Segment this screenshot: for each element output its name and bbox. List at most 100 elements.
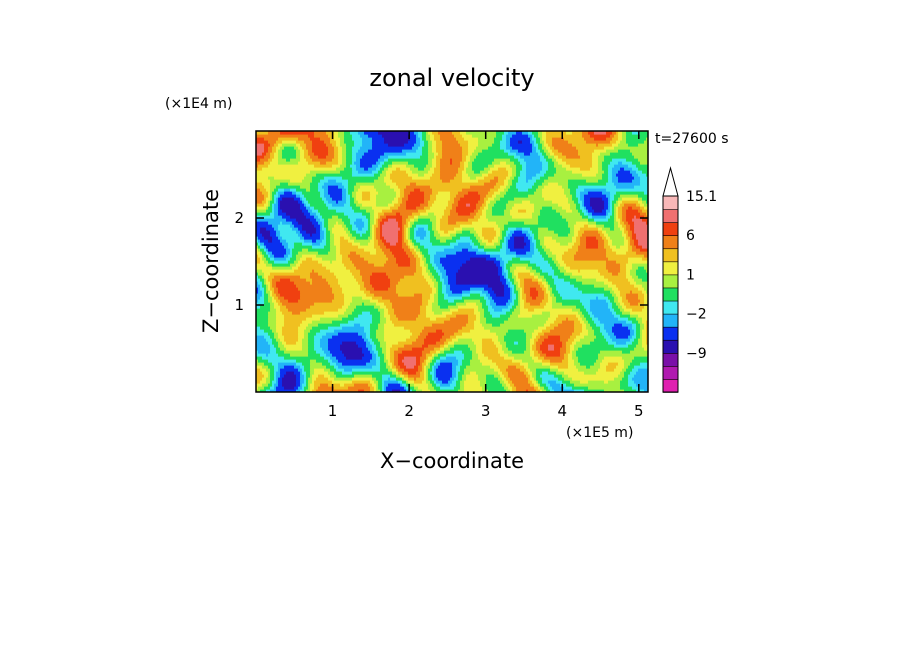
- heatmap-cell: [520, 311, 543, 315]
- heatmap-cell: [270, 305, 275, 309]
- heatmap-cell: [574, 329, 583, 333]
- heatmap-cell: [302, 227, 317, 231]
- heatmap-cell: [344, 368, 353, 372]
- heatmap-cell: [422, 344, 429, 348]
- heatmap-cell: [624, 302, 631, 306]
- heatmap-cell: [470, 236, 477, 240]
- heatmap-cell: [524, 236, 529, 240]
- heatmap-cell: [464, 371, 471, 375]
- heatmap-cell: [468, 149, 475, 153]
- heatmap-cell: [490, 200, 497, 204]
- heatmap-cell: [540, 302, 547, 306]
- heatmap-cell: [520, 293, 523, 297]
- heatmap-cell: [408, 224, 411, 228]
- heatmap-cell: [644, 266, 648, 270]
- heatmap-cell: [630, 371, 637, 375]
- heatmap-cell: [574, 344, 583, 348]
- heatmap-cell: [290, 215, 307, 219]
- heatmap-cell: [518, 209, 527, 213]
- heatmap-cell: [302, 344, 309, 348]
- heatmap-cell: [498, 347, 503, 351]
- heatmap-cell: [544, 173, 555, 177]
- heatmap-cell: [372, 344, 377, 348]
- heatmap-cell: [264, 194, 269, 198]
- heatmap-cell: [378, 224, 381, 228]
- heatmap-cell: [538, 386, 541, 390]
- heatmap-cell: [400, 227, 403, 231]
- heatmap-cell: [592, 161, 599, 165]
- heatmap-cell: [372, 164, 379, 168]
- heatmap-cell: [464, 164, 469, 168]
- heatmap-cell: [526, 335, 533, 339]
- heatmap-cell: [422, 299, 429, 303]
- heatmap-cell: [372, 140, 385, 144]
- heatmap-cell: [384, 359, 389, 363]
- heatmap-cell: [276, 386, 285, 390]
- heatmap-cell: [328, 347, 341, 351]
- heatmap-cell: [262, 191, 269, 195]
- heatmap-cell: [336, 374, 355, 378]
- heatmap-cell: [408, 194, 425, 198]
- heatmap-cell: [352, 296, 363, 300]
- heatmap-cell: [358, 344, 367, 348]
- heatmap-cell: [506, 281, 511, 285]
- heatmap-cell: [402, 239, 405, 243]
- heatmap-cell: [358, 170, 373, 174]
- heatmap-cell: [264, 242, 283, 246]
- heatmap-cell: [592, 317, 599, 321]
- heatmap-cell: [418, 245, 425, 249]
- heatmap-cell: [500, 233, 503, 237]
- heatmap-cell: [640, 335, 643, 339]
- heatmap-cell: [442, 263, 463, 267]
- heatmap-cell: [620, 308, 625, 312]
- heatmap-cell: [640, 362, 648, 366]
- heatmap-cell: [398, 281, 429, 285]
- heatmap-cell: [256, 143, 265, 147]
- heatmap-cell: [326, 242, 331, 246]
- heatmap-cell: [348, 179, 375, 183]
- heatmap-cell: [520, 281, 525, 285]
- heatmap-cell: [268, 365, 275, 369]
- heatmap-cell: [402, 149, 417, 153]
- heatmap-cell: [578, 248, 607, 252]
- heatmap-cell: [270, 380, 273, 384]
- heatmap-cell: [468, 140, 479, 144]
- heatmap-cell: [334, 155, 339, 159]
- heatmap-cell: [536, 380, 539, 384]
- heatmap-cell: [516, 365, 525, 369]
- heatmap-cell: [376, 344, 381, 348]
- heatmap-cell: [264, 281, 267, 285]
- heatmap-cell: [450, 197, 455, 201]
- heatmap-cell: [544, 155, 549, 159]
- heatmap-cell: [442, 272, 447, 276]
- heatmap-cell: [434, 233, 441, 237]
- heatmap-cell: [492, 206, 507, 210]
- heatmap-cell: [576, 206, 581, 210]
- x-tick-label: 2: [404, 402, 414, 420]
- heatmap-cell: [426, 305, 433, 309]
- heatmap-cell: [510, 176, 515, 180]
- heatmap-cell: [422, 146, 429, 150]
- heatmap-cell: [426, 209, 445, 213]
- heatmap-cell: [530, 293, 539, 297]
- heatmap-cell: [432, 173, 441, 177]
- heatmap-cell: [448, 380, 453, 384]
- heatmap-cell: [516, 251, 527, 255]
- heatmap-cell: [458, 212, 471, 216]
- heatmap-cell: [268, 275, 275, 279]
- heatmap-cell: [460, 380, 465, 384]
- heatmap-cell: [282, 332, 299, 336]
- heatmap-cell: [606, 137, 613, 141]
- heatmap-cell: [420, 374, 425, 378]
- heatmap-cell: [376, 356, 381, 360]
- heatmap-cell: [614, 299, 619, 303]
- heatmap-cell: [430, 167, 435, 171]
- heatmap-cell: [562, 302, 583, 306]
- heatmap-cell: [524, 221, 539, 225]
- heatmap-cell: [546, 251, 553, 255]
- heatmap-cell: [268, 251, 273, 255]
- heatmap-cell: [376, 389, 381, 392]
- heatmap-cell: [334, 131, 339, 135]
- heatmap-cell: [440, 356, 447, 360]
- heatmap-cell: [264, 278, 267, 282]
